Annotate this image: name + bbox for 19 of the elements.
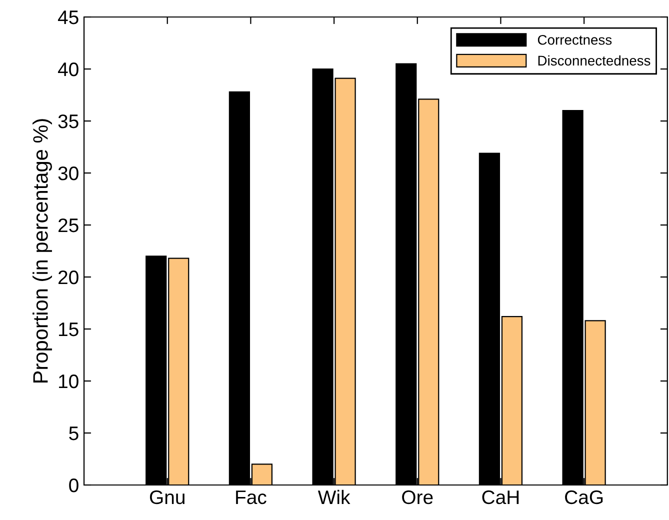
x-tick-label: Ore bbox=[402, 490, 433, 504]
y-axis-title: Proportion (in percentage %) bbox=[32, 119, 52, 382]
y-tick-label: 5 bbox=[69, 426, 78, 440]
y-tick-label: 35 bbox=[58, 114, 78, 128]
y-tick-label: 30 bbox=[58, 166, 78, 180]
y-tick-label: 20 bbox=[58, 270, 78, 284]
y-tick-label: 0 bbox=[69, 478, 78, 492]
x-tick-label: Wik bbox=[318, 490, 350, 504]
legend-label: Correctness bbox=[538, 34, 612, 45]
y-tick-label: 10 bbox=[59, 374, 78, 388]
y-tick-label: 45 bbox=[58, 10, 78, 24]
x-tick-label: CaG bbox=[565, 490, 603, 504]
x-tick-label: Gnu bbox=[150, 490, 184, 504]
x-tick-label: Fac bbox=[236, 490, 266, 504]
x-tick-label: CaH bbox=[482, 490, 519, 504]
legend-label: Disconnectedness bbox=[538, 55, 650, 66]
y-tick-label: 25 bbox=[58, 218, 78, 232]
y-tick-label: 15 bbox=[59, 322, 78, 336]
y-tick-label: 40 bbox=[58, 62, 78, 76]
